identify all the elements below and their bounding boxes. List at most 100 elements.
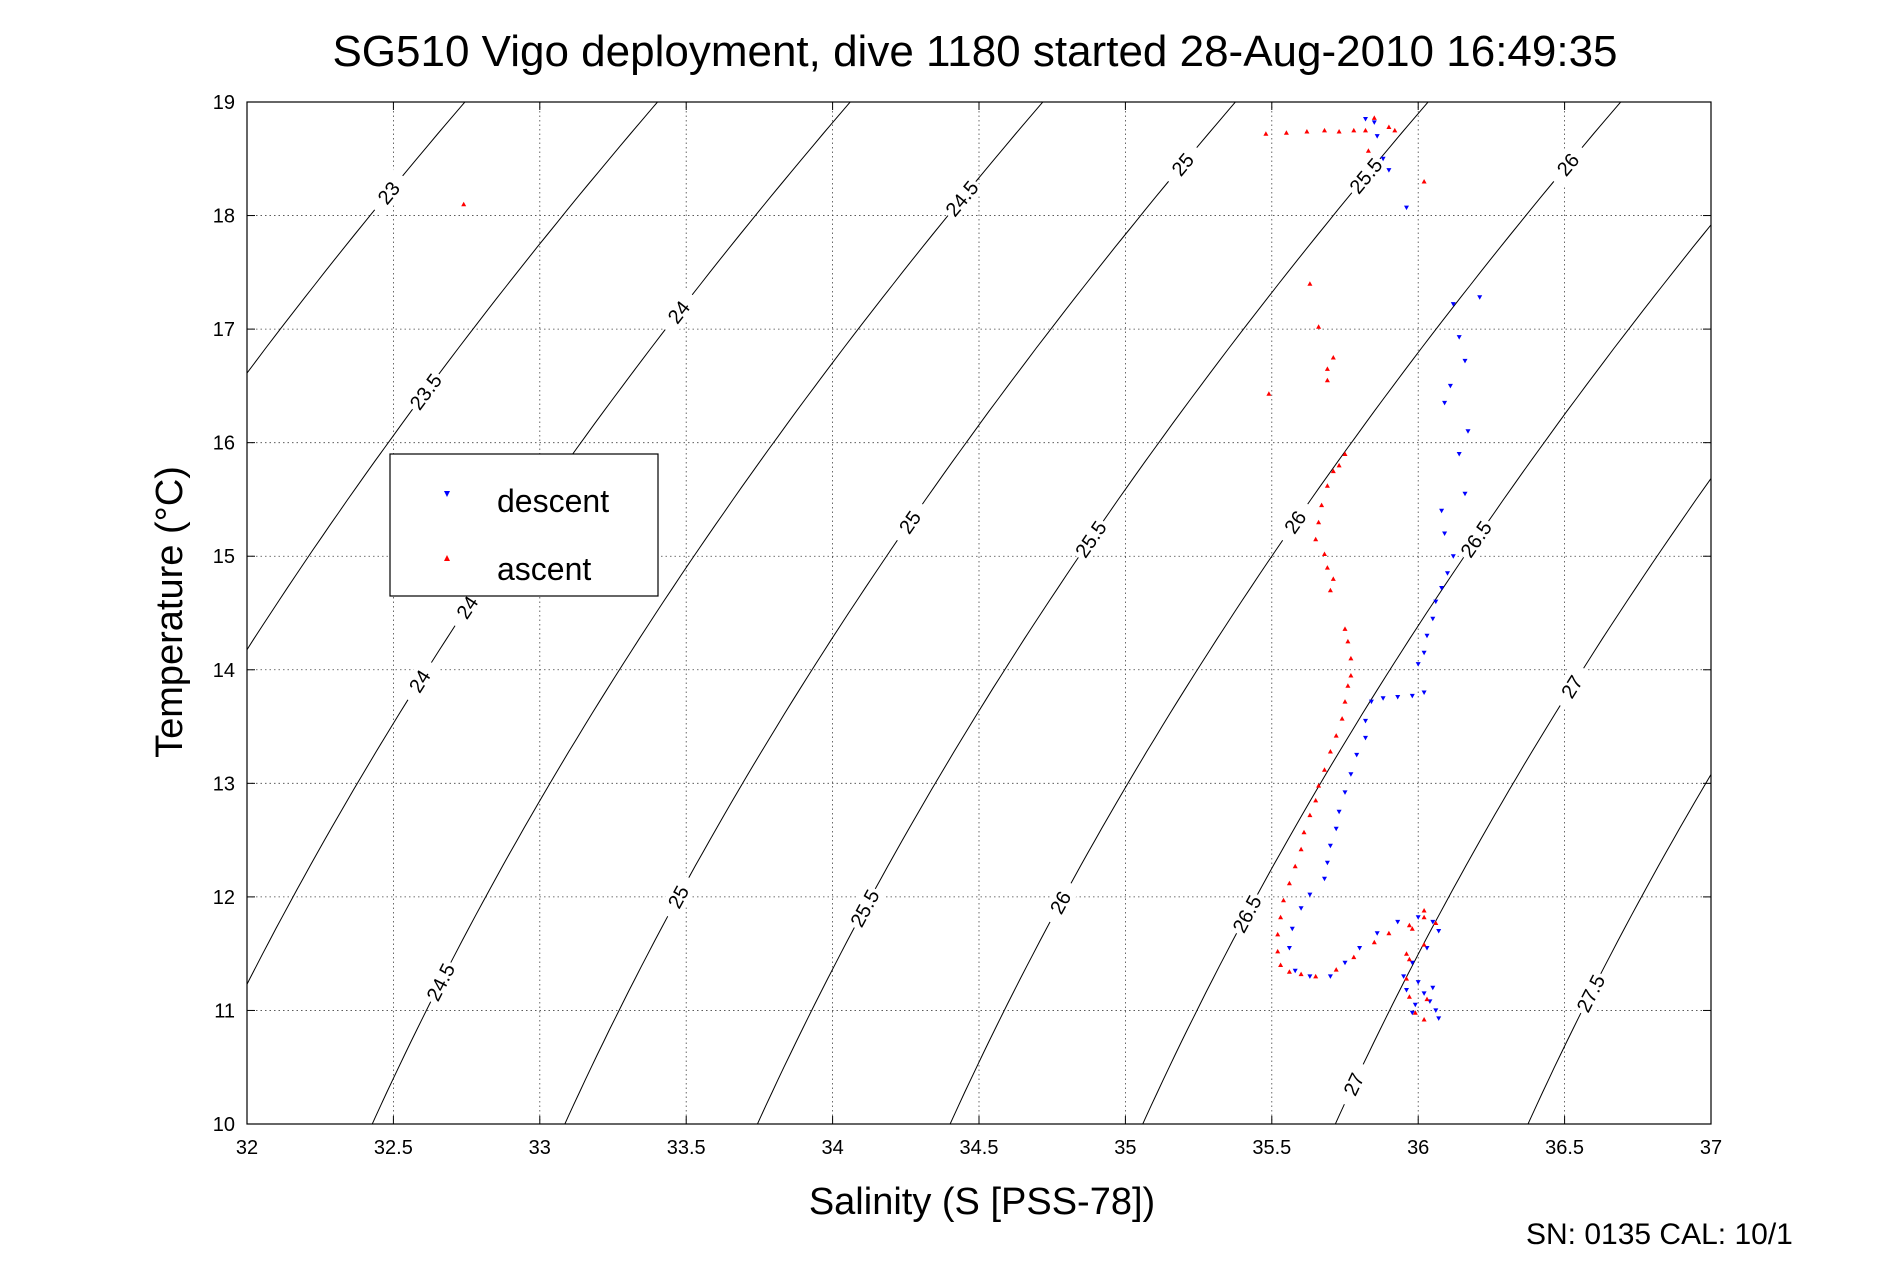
ascent-point (1424, 996, 1430, 1002)
x-tick-label: 36 (1407, 1137, 1429, 1159)
contour-label-bg (1334, 1059, 1374, 1109)
x-tick-label: 36.5 (1545, 1137, 1584, 1159)
descent-point (1409, 1010, 1415, 1016)
ascent-point (1404, 951, 1409, 956)
descent-point (1430, 616, 1436, 622)
ascent-point (1301, 829, 1307, 835)
isopycnal-23 (247, 102, 466, 374)
descent-point (1450, 554, 1456, 559)
descent-point (1415, 980, 1421, 985)
descent-point (1333, 826, 1339, 832)
x-tick-label: 32.5 (374, 1137, 413, 1159)
descent-point (1342, 790, 1348, 795)
y-ticks: 10 11 12 13 14 15 16 17 18 19 (213, 92, 1711, 1136)
descent-point (1424, 946, 1430, 951)
descent-point (1439, 586, 1445, 591)
ascent-point (1324, 366, 1330, 371)
descent-point (1298, 906, 1304, 911)
ascent-point (1421, 179, 1427, 184)
ascent-point (1406, 922, 1412, 928)
ascent-point (1371, 115, 1377, 120)
legend-box (389, 453, 659, 597)
descent-point (1327, 843, 1333, 849)
ascent-point (1421, 942, 1427, 947)
descent-point (1289, 926, 1295, 932)
ascent-point (1327, 749, 1333, 754)
y-tick-label: 16 (213, 433, 235, 455)
ascent-point (1275, 931, 1281, 937)
descent-point (1450, 302, 1456, 307)
contour-label-bg (1273, 497, 1317, 547)
descent-point (1371, 120, 1377, 125)
ascent-point (1286, 880, 1292, 886)
x-tick-label: 34 (821, 1137, 843, 1159)
descent-point (1386, 168, 1392, 173)
descent-point (1456, 452, 1462, 457)
ascent-point (1330, 355, 1336, 360)
ascent-point (1386, 930, 1392, 936)
descent-point (1395, 695, 1401, 700)
ascent-point (1351, 127, 1357, 133)
x-tick-label: 37 (1700, 1137, 1722, 1159)
contour-label-bg (366, 168, 412, 217)
descent-point (1363, 117, 1368, 122)
ascent-point (1421, 908, 1427, 913)
descent-point (1465, 429, 1471, 434)
ascent-point (1363, 127, 1368, 133)
contour-label-bg (1570, 968, 1611, 1018)
y-tick-label: 14 (213, 660, 235, 682)
contour-label-bg (656, 287, 701, 337)
ascent-point (1286, 969, 1292, 974)
descent-point (1462, 358, 1468, 364)
descent-point (1415, 662, 1421, 667)
ascent-point (1404, 976, 1409, 981)
contour-label-bg (844, 883, 885, 933)
descent-point (1286, 946, 1292, 951)
x-tick-label: 33.5 (667, 1137, 706, 1159)
contour-label-bg (1160, 140, 1206, 189)
descent-point (1424, 633, 1430, 639)
y-tick-label: 10 (213, 1114, 235, 1136)
descent-point (1342, 960, 1348, 966)
descent-point (1421, 991, 1427, 996)
chart-title: SG510 Vigo deployment, dive 1180 started… (332, 27, 1617, 76)
legend: descent ascent (389, 453, 659, 597)
contour-label-bg (658, 872, 699, 922)
ascent-point (1412, 1010, 1418, 1015)
descent-point (1412, 1002, 1418, 1008)
legend-ascent-label: ascent (497, 551, 591, 587)
ascent-point (1292, 863, 1298, 869)
descent-point (1324, 860, 1330, 866)
contour-label-bg (398, 656, 441, 706)
legend-descent-marker (444, 491, 450, 497)
contour-label-bg (888, 497, 932, 547)
y-tick-label: 18 (213, 206, 235, 228)
descent-point (1368, 699, 1374, 705)
x-tick-label: 32 (236, 1137, 258, 1159)
ascent-point (1278, 962, 1284, 967)
ascent-point (1409, 926, 1415, 931)
ascent-point (1342, 451, 1348, 456)
descent-point (1380, 156, 1386, 162)
descent-point (1307, 974, 1313, 979)
descent-point (1348, 772, 1354, 777)
descent-point (1439, 508, 1445, 514)
ascent-point (1342, 626, 1348, 631)
ascent-point (1322, 551, 1327, 556)
descent-point (1430, 919, 1436, 925)
descent-point (1336, 809, 1342, 815)
descent-point (1442, 531, 1448, 536)
descent-point (1322, 876, 1327, 882)
ascent-point (1345, 638, 1351, 644)
ascent-point (1298, 971, 1304, 977)
descent-point (1456, 335, 1462, 340)
ascent-point (1307, 812, 1313, 818)
descent-point (1409, 693, 1415, 699)
ascent-point (1392, 127, 1398, 133)
ascent-point (1333, 967, 1339, 972)
descent-point (1433, 1008, 1439, 1013)
descent-point (1445, 571, 1450, 576)
descent-point (1433, 599, 1439, 605)
legend-descent-label: descent (497, 483, 609, 519)
contour-label-bg (1454, 514, 1498, 564)
